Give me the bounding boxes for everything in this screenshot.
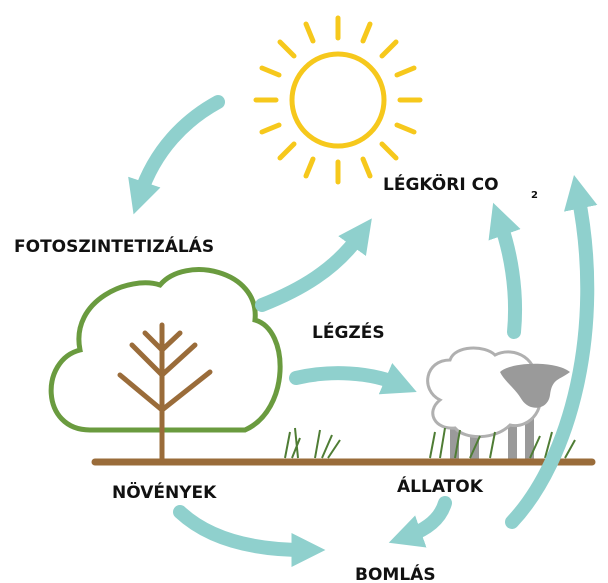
arrow <box>262 235 360 305</box>
arrow <box>296 373 398 384</box>
label: NÖVÉNYEK <box>112 481 217 503</box>
arrow <box>140 102 218 195</box>
sun <box>256 18 420 182</box>
label: LÉGZÉS <box>312 321 385 343</box>
carbon-cycle-diagram: FOTOSZINTETIZÁLÁS LÉGKÖRI CO 2 LÉGZÉS NÖ… <box>0 0 608 583</box>
arrow <box>180 512 305 550</box>
label: LÉGKÖRI CO <box>383 173 499 195</box>
label: FOTOSZINTETIZÁLÁS <box>14 235 214 257</box>
label: ÁLLATOK <box>397 475 484 497</box>
tree-trunk <box>120 325 210 460</box>
label: BOMLÁS <box>355 563 436 583</box>
arrow <box>408 503 445 536</box>
arrow <box>500 222 515 332</box>
label-subscript: 2 <box>531 190 538 201</box>
